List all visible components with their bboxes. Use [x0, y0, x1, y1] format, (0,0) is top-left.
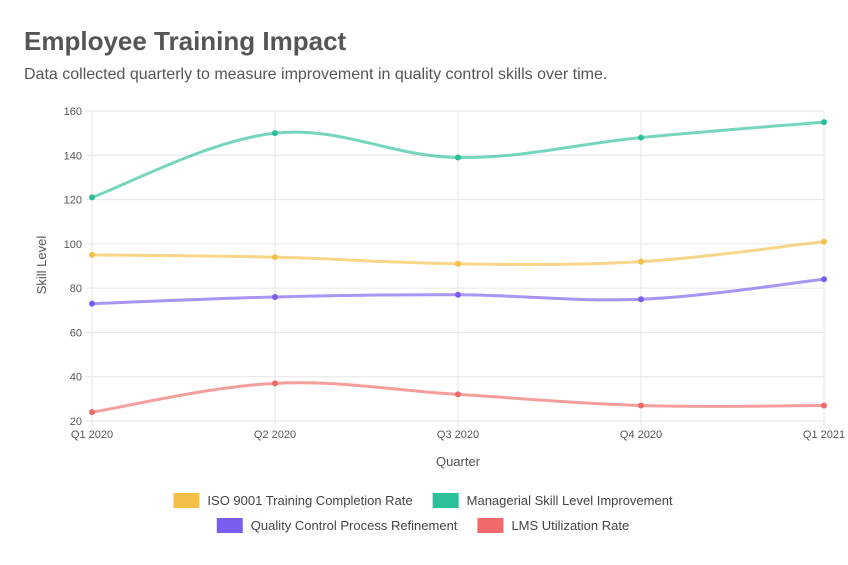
data-point[interactable]: [821, 402, 827, 409]
x-axis-label: Quarter: [436, 454, 481, 469]
legend-swatch: [432, 493, 459, 508]
data-point[interactable]: [272, 254, 278, 261]
data-point[interactable]: [272, 294, 278, 300]
x-tick-label: Q4 2020: [620, 429, 662, 441]
data-point[interactable]: [638, 258, 644, 265]
data-point[interactable]: [455, 154, 461, 161]
y-tick-label: 60: [70, 327, 82, 339]
data-point[interactable]: [821, 119, 827, 126]
legend: ISO 9001 Training Completion Rate Manager…: [173, 493, 673, 533]
legend-label: LMS Utilization Rate: [511, 518, 629, 533]
data-point[interactable]: [455, 391, 461, 398]
x-axis-ticks: Q1 2020 Q2 2020 Q3 2020 Q4 2020 Q1 2021: [71, 429, 845, 441]
series-3: [89, 380, 827, 416]
legend-item[interactable]: Quality Control Process Refinement: [216, 518, 458, 533]
chart-title: Employee Training Impact: [24, 26, 347, 56]
x-tick-label: Q2 2020: [254, 429, 296, 441]
data-point[interactable]: [821, 238, 827, 245]
data-point[interactable]: [89, 300, 95, 307]
legend-item[interactable]: ISO 9001 Training Completion Rate: [173, 493, 413, 508]
x-tick-label: Q3 2020: [437, 429, 479, 441]
data-point[interactable]: [272, 130, 278, 137]
y-tick-label: 160: [64, 106, 82, 118]
data-point[interactable]: [638, 134, 644, 141]
legend-swatch: [477, 518, 504, 533]
legend-swatch: [173, 493, 200, 508]
legend-item[interactable]: LMS Utilization Rate: [477, 518, 629, 533]
y-tick-label: 40: [70, 372, 82, 384]
data-point[interactable]: [89, 251, 95, 258]
data-point[interactable]: [89, 409, 95, 416]
y-tick-label: 100: [64, 239, 82, 251]
legend-item[interactable]: Managerial Skill Level Improvement: [432, 493, 673, 508]
data-point[interactable]: [455, 260, 461, 267]
series-0: [89, 238, 827, 267]
series-1: [89, 119, 827, 201]
y-tick-label: 120: [64, 195, 82, 207]
chart-subtitle: Data collected quarterly to measure impr…: [24, 66, 608, 83]
legend-swatch: [216, 518, 243, 533]
y-tick-label: 80: [70, 283, 82, 295]
grid: [86, 110, 825, 427]
y-tick-label: 140: [64, 150, 82, 162]
data-point[interactable]: [638, 402, 644, 409]
legend-label: Managerial Skill Level Improvement: [467, 493, 673, 508]
series-group: [89, 119, 827, 416]
data-point[interactable]: [272, 380, 278, 387]
series-2: [89, 276, 827, 307]
x-tick-label: Q1 2021: [803, 429, 845, 441]
data-point[interactable]: [89, 194, 95, 201]
data-point[interactable]: [638, 296, 644, 303]
data-point[interactable]: [821, 276, 827, 283]
data-point[interactable]: [455, 291, 461, 298]
y-tick-label: 20: [70, 416, 82, 428]
x-tick-label: Q1 2020: [71, 429, 113, 441]
y-axis-label: Skill Level: [34, 236, 49, 295]
legend-label: ISO 9001 Training Completion Rate: [207, 493, 412, 508]
y-axis-ticks: 20 40 60 80 100 120 140 160: [64, 106, 82, 428]
legend-label: Quality Control Process Refinement: [251, 518, 458, 533]
